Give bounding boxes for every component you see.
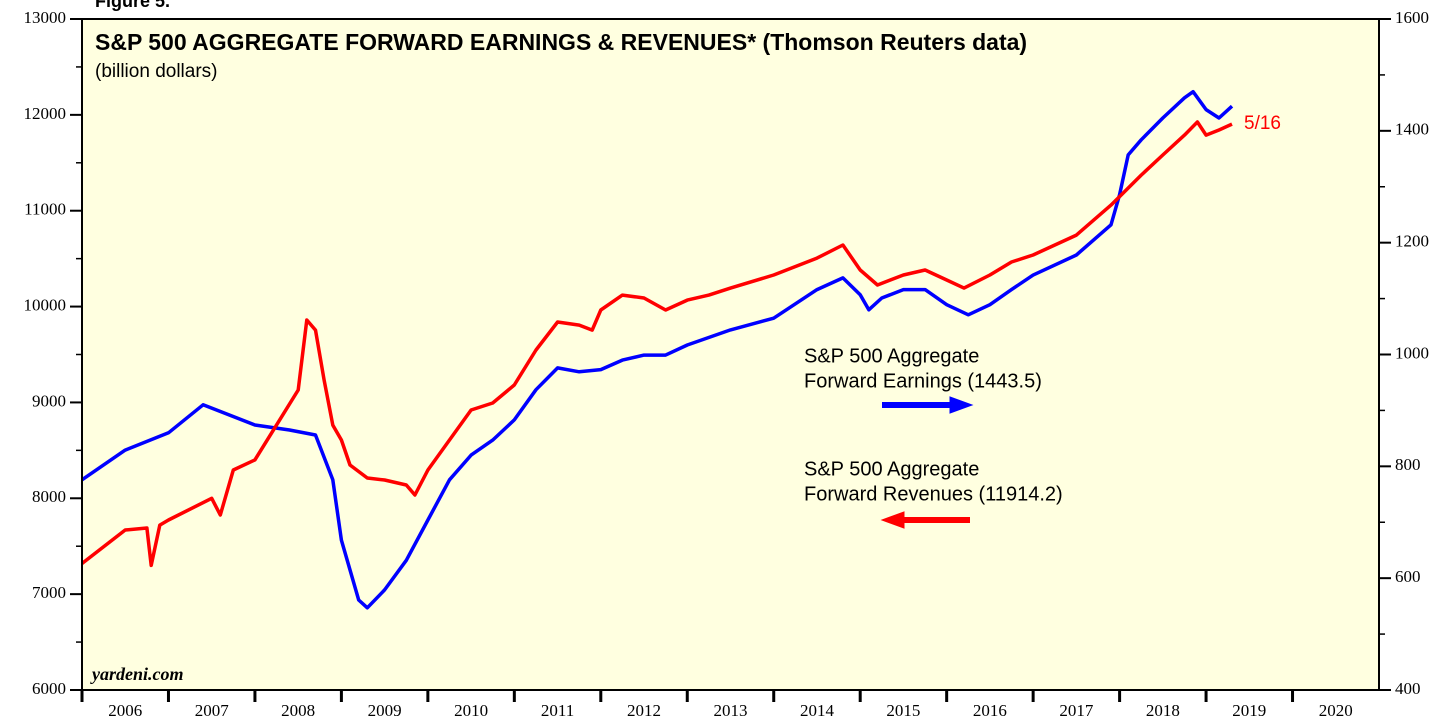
y-tick-label: 7000 (32, 583, 66, 602)
source: yardeni.com (90, 664, 184, 684)
y2-tick-label: 400 (1395, 679, 1421, 698)
x-tick-label: 2006 (108, 701, 142, 720)
series-line (80, 120, 1233, 568)
x-tick-label: 2010 (454, 701, 488, 720)
x-tick-label: 2014 (800, 701, 835, 720)
plot-background (82, 19, 1379, 690)
x-tick-label: 2015 (886, 701, 920, 720)
y2-tick-label: 1000 (1395, 343, 1429, 362)
y-tick-label: 10000 (24, 295, 67, 314)
series-line (81, 89, 1234, 610)
y-tick-label: 13000 (24, 8, 67, 27)
x-tick-label: 2019 (1232, 701, 1266, 720)
y2-tick-label: 1200 (1395, 232, 1429, 251)
y2-tick-label: 600 (1395, 567, 1421, 586)
x-tick-label: 2009 (368, 701, 402, 720)
y2-tick-label: 1600 (1395, 8, 1429, 27)
x-tick-label: 2012 (627, 701, 661, 720)
legend-label: S&P 500 Aggregate (804, 345, 979, 367)
x-tick-label: 2020 (1319, 701, 1353, 720)
y-tick-label: 8000 (32, 487, 66, 506)
legend-label: Forward Revenues (11914.2) (804, 483, 1063, 505)
legend-label: Forward Earnings (1443.5) (804, 370, 1042, 392)
plot-border (81, 18, 1380, 691)
y-tick-label: 9000 (32, 391, 66, 410)
x-tick-label: 2008 (281, 701, 315, 720)
x-tick-label: 2007 (195, 701, 230, 720)
x-tick-label: 2016 (973, 701, 1007, 720)
x-tick-label: 2011 (541, 701, 574, 720)
y-tick-label: 12000 (24, 104, 67, 123)
legend-label: S&P 500 Aggregate (804, 458, 979, 480)
x-tick-label: 2013 (714, 701, 748, 720)
x-tick-label: 2017 (1059, 701, 1094, 720)
x-tick-label: 2018 (1146, 701, 1180, 720)
figure-label: Figure 5. (95, 0, 170, 11)
chart-title: S&P 500 AGGREGATE FORWARD EARNINGS & REV… (95, 29, 1027, 55)
chart-subtitle: (billion dollars) (95, 61, 218, 82)
y2-tick-label: 800 (1395, 455, 1421, 474)
y-tick-label: 6000 (32, 679, 66, 698)
legend-arrow (880, 511, 970, 529)
y2-tick-label: 1400 (1395, 120, 1429, 139)
y-tick-label: 11000 (24, 200, 66, 219)
legend-arrow (882, 396, 974, 414)
end-label: 5/16 (1244, 113, 1281, 134)
